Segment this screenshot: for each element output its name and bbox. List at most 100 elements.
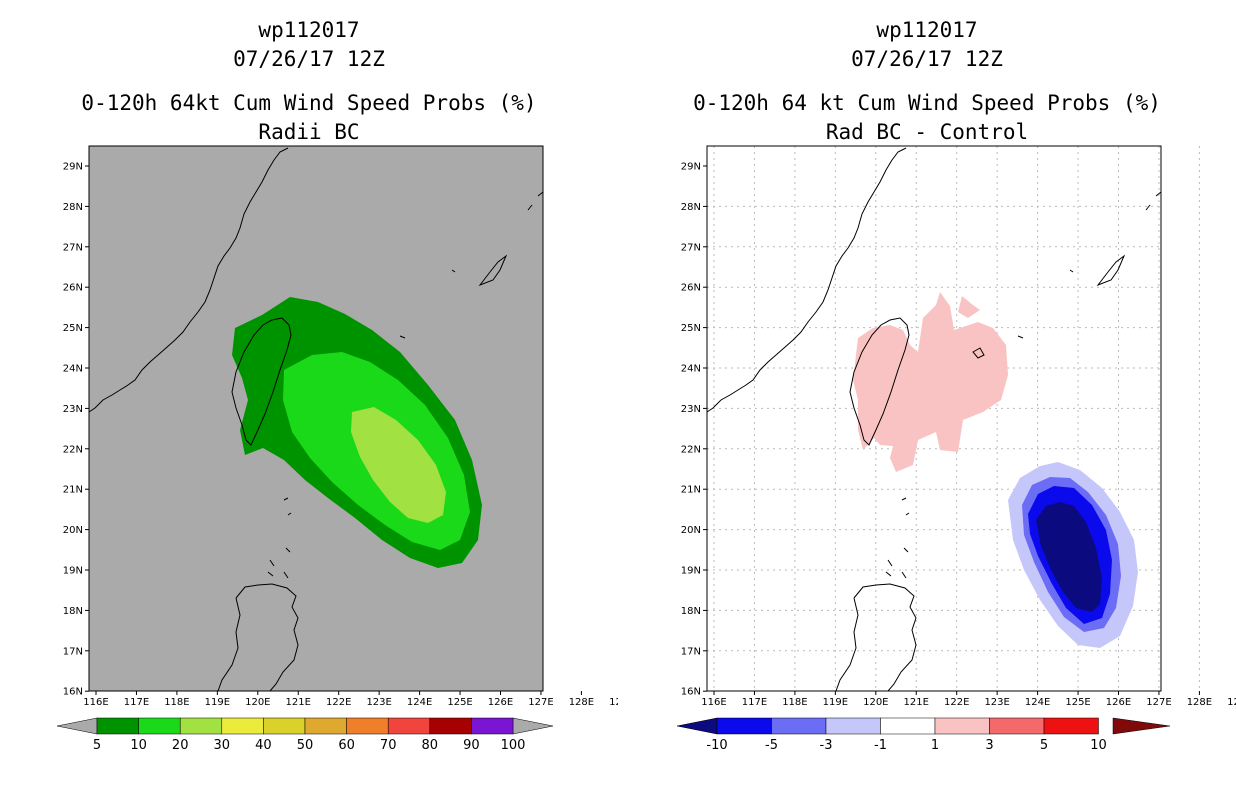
lat-label: 20N [681,525,701,536]
lat-label: 21N [681,485,701,496]
lat-label: 23N [681,404,701,415]
difference-contours [853,292,1138,648]
colorbar-label: 5 [1040,738,1048,753]
batanes-islands [885,497,910,579]
colorbar-label: -10 [706,738,727,753]
colorbar-high-arrow [512,717,554,735]
lat-label: 18N [63,606,83,617]
colorbar-label: 40 [255,738,272,753]
lat-label: 18N [681,606,701,617]
left-map-figure: 29N 28N 27N 26N 25N 24N 23N 22N 21N 20N 19N 18N 17N 1… [56,145,618,753]
lat-label: 24N [681,364,701,375]
colorbar-swatch [880,717,936,735]
colorbar-label: -5 [765,738,778,753]
lon-label: 121E [286,697,311,708]
lat-ticks [703,165,707,692]
luzon-coast [835,583,917,692]
contour-20-30 [351,407,446,523]
coastlines [88,147,544,692]
colorbar-labels: 5 10 20 30 40 50 60 70 80 90 100 [93,738,526,753]
lon-label: 122E [944,697,969,708]
colorbar-swatch [221,717,264,735]
lat-label: 20N [63,525,83,536]
colorbar-swatch [263,717,306,735]
colorbar-swatch [771,717,827,735]
left-panel: wp112017 07/26/17 12Z 0-120h 64kt Cum Wi… [56,18,618,753]
map-frame [88,145,544,692]
lon-label: 123E [984,697,1009,708]
luzon-coast [217,583,299,692]
colorbar-swatch [179,717,223,735]
colorbar-low-arrow [56,717,98,735]
right-panel: wp112017 07/26/17 12Z 0-120h 64 kt Cum W… [618,0,1236,800]
colorbar-low-arrow [676,717,718,735]
colorbar-swatches [96,717,514,735]
colorbar-swatch [346,717,389,735]
lon-label: 118E [782,697,807,708]
plot-subtitle: Rad BC - Control [825,120,1029,144]
lon-label: 124E [1025,697,1050,708]
lon-label: 116E [83,697,108,708]
lat-label: 26N [63,283,83,294]
lon-label: 117E [742,697,767,708]
storm-id: wp112017 [876,18,978,42]
coastlines [706,147,1162,692]
lon-label: 127E [528,697,553,708]
plot-subtitle: Radii BC [258,120,360,144]
lat-label: 22N [63,444,83,455]
lon-label: 125E [447,697,472,708]
lat-label: 19N [681,566,701,577]
colorbar-swatch [429,717,472,735]
colorbar-label: 3 [985,738,993,753]
ryukyu-islands [972,191,1162,359]
ryukyu-islands [399,191,544,339]
lat-label: 21N [63,485,83,496]
colorbar-label: 60 [338,738,355,753]
lon-label: 126E [488,697,513,708]
lon-label: 123E [366,697,391,708]
contour-pos-1-3 [853,292,1008,472]
lat-label: 17N [681,646,701,657]
contour-neg-10 [1036,502,1102,612]
lon-label: 121E [904,697,929,708]
lon-label: 128E [1187,697,1212,708]
storm-id: wp112017 [258,18,360,42]
taiwan-coast [231,317,292,446]
lat-label: 16N [681,687,701,698]
lon-label: 116E [701,697,726,708]
right-colorbar: -10 -5 -3 -1 1 3 5 10 [676,717,1171,753]
colorbar-labels: -10 -5 -3 -1 1 3 5 10 [706,738,1106,753]
colorbar-swatch [138,717,181,735]
plot-title: 0-120h 64kt Cum Wind Speed Probs (%) [81,91,537,115]
colorbar-label: -3 [820,738,833,753]
lon-label: 119E [205,697,230,708]
lon-label: 120E [245,697,270,708]
lat-label: 23N [63,404,83,415]
lat-label: 29N [681,162,701,173]
lon-label: 128E [569,697,594,708]
lon-label: 120E [863,697,888,708]
colorbar-label: 90 [463,738,480,753]
colorbar-label: 10 [130,738,147,753]
colorbar-high-arrow [1112,717,1171,735]
lat-label: 19N [63,566,83,577]
datetime: 07/26/17 12Z [851,47,1003,71]
right-map-figure: 29N 28N 27N 26N 25N 24N 23N 22N 21N 20N 19N 18N 17N 1… [676,145,1236,753]
colorbar-label: -1 [874,738,887,753]
lon-label: 125E [1065,697,1090,708]
lat-label: 24N [63,364,83,375]
lat-label: 22N [681,444,701,455]
taiwan-coast [849,317,910,446]
colorbar-label: 100 [501,738,526,753]
colorbar-label: 5 [93,738,101,753]
colorbar-swatch [934,717,990,735]
lon-label: 122E [326,697,351,708]
lon-label: 118E [164,697,189,708]
colorbar-label: 1 [931,738,939,753]
lat-label: 17N [63,646,83,657]
left-colorbar: 5 10 20 30 40 50 60 70 80 90 100 [56,717,554,753]
lon-label: 126E [1106,697,1131,708]
lat-label: 28N [63,202,83,213]
lat-label: 29N [63,162,83,173]
lat-label: 16N [63,687,83,698]
